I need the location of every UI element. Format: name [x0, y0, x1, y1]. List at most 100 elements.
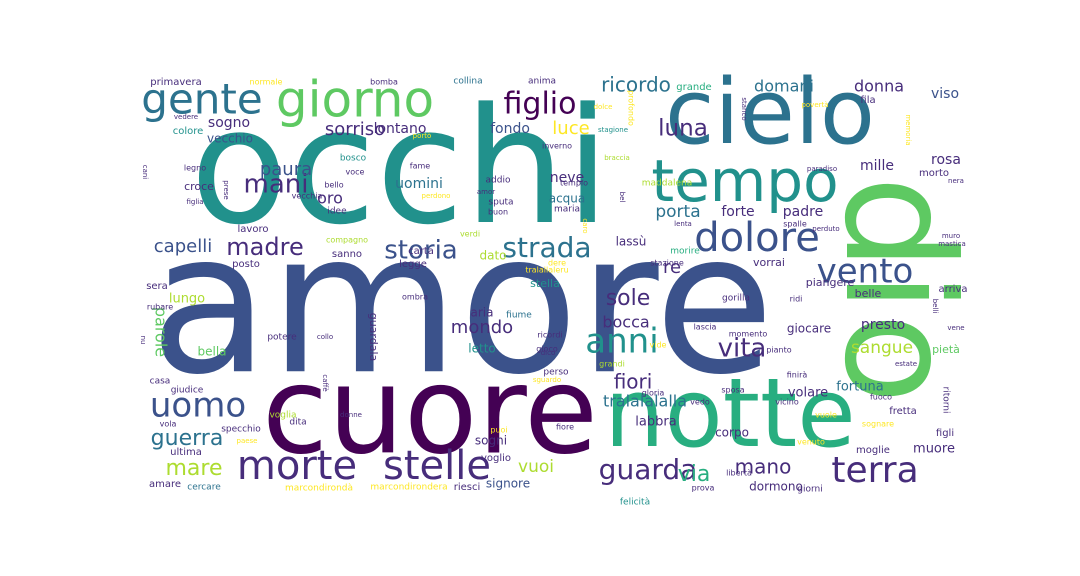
word-107: maria	[554, 205, 580, 215]
word-100: felicità	[620, 498, 650, 508]
word-45: parole	[152, 307, 171, 357]
word-151: finirà	[787, 371, 808, 380]
word-124: vola	[160, 420, 177, 429]
word-67: giocare	[787, 322, 831, 336]
word-24: luna	[658, 116, 708, 142]
word-59: volare	[788, 386, 828, 401]
word-122: casa	[150, 377, 171, 387]
word-84: amare	[149, 479, 181, 490]
word-182: braccia	[604, 154, 630, 162]
word-77: pietà	[932, 343, 960, 356]
word-133: ricordi	[537, 331, 562, 340]
word-128: rubare	[147, 303, 173, 312]
word-97: legge	[399, 259, 427, 270]
word-175: vedere	[174, 113, 198, 121]
word-118: idee	[327, 207, 347, 217]
word-40: porta	[655, 202, 700, 222]
word-102: morto	[919, 168, 949, 179]
word-76: stella	[530, 277, 560, 290]
word-132: tempio	[560, 179, 588, 188]
word-162: lascia	[694, 323, 717, 332]
word-12: terra	[831, 450, 918, 491]
word-15: uomo	[150, 386, 246, 426]
word-28: fiori	[614, 370, 653, 394]
word-72: lassù	[616, 235, 647, 249]
word-46: viso	[931, 86, 959, 102]
word-90: primavera	[150, 77, 201, 88]
word-80: vorrai	[753, 256, 785, 269]
word-106: perso	[543, 368, 569, 378]
word-1: occhi	[190, 73, 610, 260]
word-149: gloria	[642, 389, 665, 398]
word-75: croce	[184, 180, 214, 193]
word-87: arriva	[939, 284, 968, 295]
word-101: maddalena	[642, 179, 692, 189]
word-126: tralallaleru	[525, 266, 568, 275]
word-4: cielo	[665, 60, 875, 165]
word-18: storia	[384, 236, 458, 266]
word-52: lontano	[374, 121, 427, 137]
word-98: carta	[408, 246, 434, 257]
word-83: riesci	[454, 482, 481, 493]
word-131: inverno	[542, 142, 572, 151]
word-174: figlia	[186, 198, 203, 206]
word-39: re	[663, 257, 681, 278]
word-154: sognare	[862, 420, 894, 429]
word-165: sguardo	[533, 376, 561, 384]
word-158: vide	[650, 341, 667, 350]
word-153: vuole	[815, 411, 837, 420]
word-109: fiume	[506, 311, 532, 321]
word-136: bello	[324, 181, 343, 190]
word-30: ricordo	[601, 73, 671, 97]
word-47: sogno	[208, 115, 250, 131]
word-192: mastica	[938, 240, 966, 248]
word-38: donna	[854, 77, 904, 96]
word-91: moglie	[856, 445, 890, 456]
word-41: bocca	[602, 313, 649, 332]
word-164: dico	[541, 349, 556, 357]
word-0: amore	[150, 190, 775, 417]
word-176: portò	[413, 132, 432, 140]
word-85: fila	[860, 95, 875, 106]
word-172: prese	[222, 180, 230, 199]
word-96: sanno	[332, 249, 362, 260]
word-69: sogni	[475, 434, 507, 448]
word-35: sangue	[851, 338, 913, 358]
word-36: mondo	[451, 317, 513, 338]
word-21: vita	[718, 334, 767, 364]
word-57: labbra	[635, 415, 676, 430]
word-20: mani	[244, 170, 309, 200]
word-66: bella	[197, 345, 226, 359]
word-150: vedo	[690, 398, 710, 407]
word-54: neve	[550, 170, 584, 186]
word-189: caro	[581, 218, 589, 233]
word-185: perdono	[422, 192, 451, 200]
word-55: rosa	[931, 152, 961, 168]
word-94: sera	[146, 281, 168, 292]
word-103: collina	[453, 77, 482, 87]
word-82: voglio	[481, 453, 511, 464]
word-147: fiore	[556, 423, 574, 432]
word-108: sputa	[488, 198, 513, 208]
word-137: vecchia	[292, 192, 323, 201]
word-188: lenta	[674, 220, 692, 228]
word-9: dolore	[694, 215, 820, 261]
word-190: perduto	[812, 225, 839, 233]
word-22: madre	[226, 233, 303, 261]
word-56: uomini	[395, 176, 443, 192]
word-163: dere	[548, 259, 566, 268]
word-68: signore	[486, 477, 530, 491]
word-110: anima	[528, 77, 556, 87]
word-86: figli	[936, 428, 954, 439]
word-34: luce	[552, 118, 589, 139]
word-169: paese	[237, 437, 258, 445]
word-25: guerra	[151, 426, 224, 451]
word-13: vento	[817, 252, 914, 292]
word-27: sole	[606, 286, 651, 311]
word-134: gioco	[536, 345, 558, 354]
word-129: sposa	[721, 386, 744, 395]
word-71: dormono	[749, 480, 803, 494]
word-92: ultima	[170, 447, 202, 458]
word-194: vene	[947, 324, 964, 332]
